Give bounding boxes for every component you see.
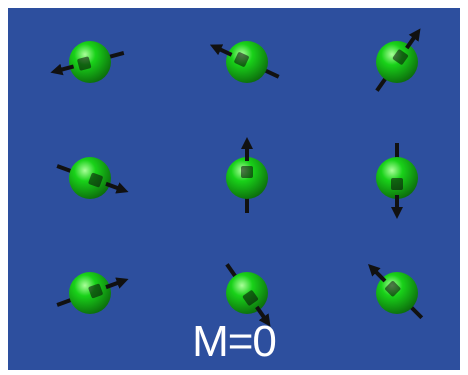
spin-axis-mark (242, 290, 259, 306)
spin-axis-mark (385, 281, 401, 297)
spin-arrow (255, 305, 271, 327)
spin-axis-mark (77, 56, 92, 71)
spin-axis-mark (392, 49, 409, 65)
spin-r1c2 (209, 41, 280, 83)
magnetization-caption: M=0 (192, 317, 277, 366)
spin-r1c1 (50, 41, 125, 83)
spin-axis-mark (88, 172, 103, 188)
spin-arrow (105, 277, 129, 290)
spin-arrow (405, 28, 421, 50)
spin-r3c2 (225, 263, 271, 327)
spins-layer (50, 28, 424, 327)
spin-r3c3 (368, 264, 424, 320)
spin-axis-mark (88, 283, 103, 299)
spin-r2c1 (56, 157, 129, 199)
spin-r2c2 (226, 137, 268, 213)
spin-axis-mark (391, 178, 403, 190)
spin-r2c3 (376, 143, 418, 219)
spin-arrow (209, 44, 233, 57)
spin-r3c1 (56, 272, 129, 314)
spin-axis-mark (241, 166, 253, 178)
spin-r1c3 (375, 28, 421, 92)
spin-arrow (50, 63, 75, 76)
spin-arrow (368, 264, 387, 283)
spin-arrow (105, 181, 129, 194)
spin-axis-mark (234, 52, 249, 67)
